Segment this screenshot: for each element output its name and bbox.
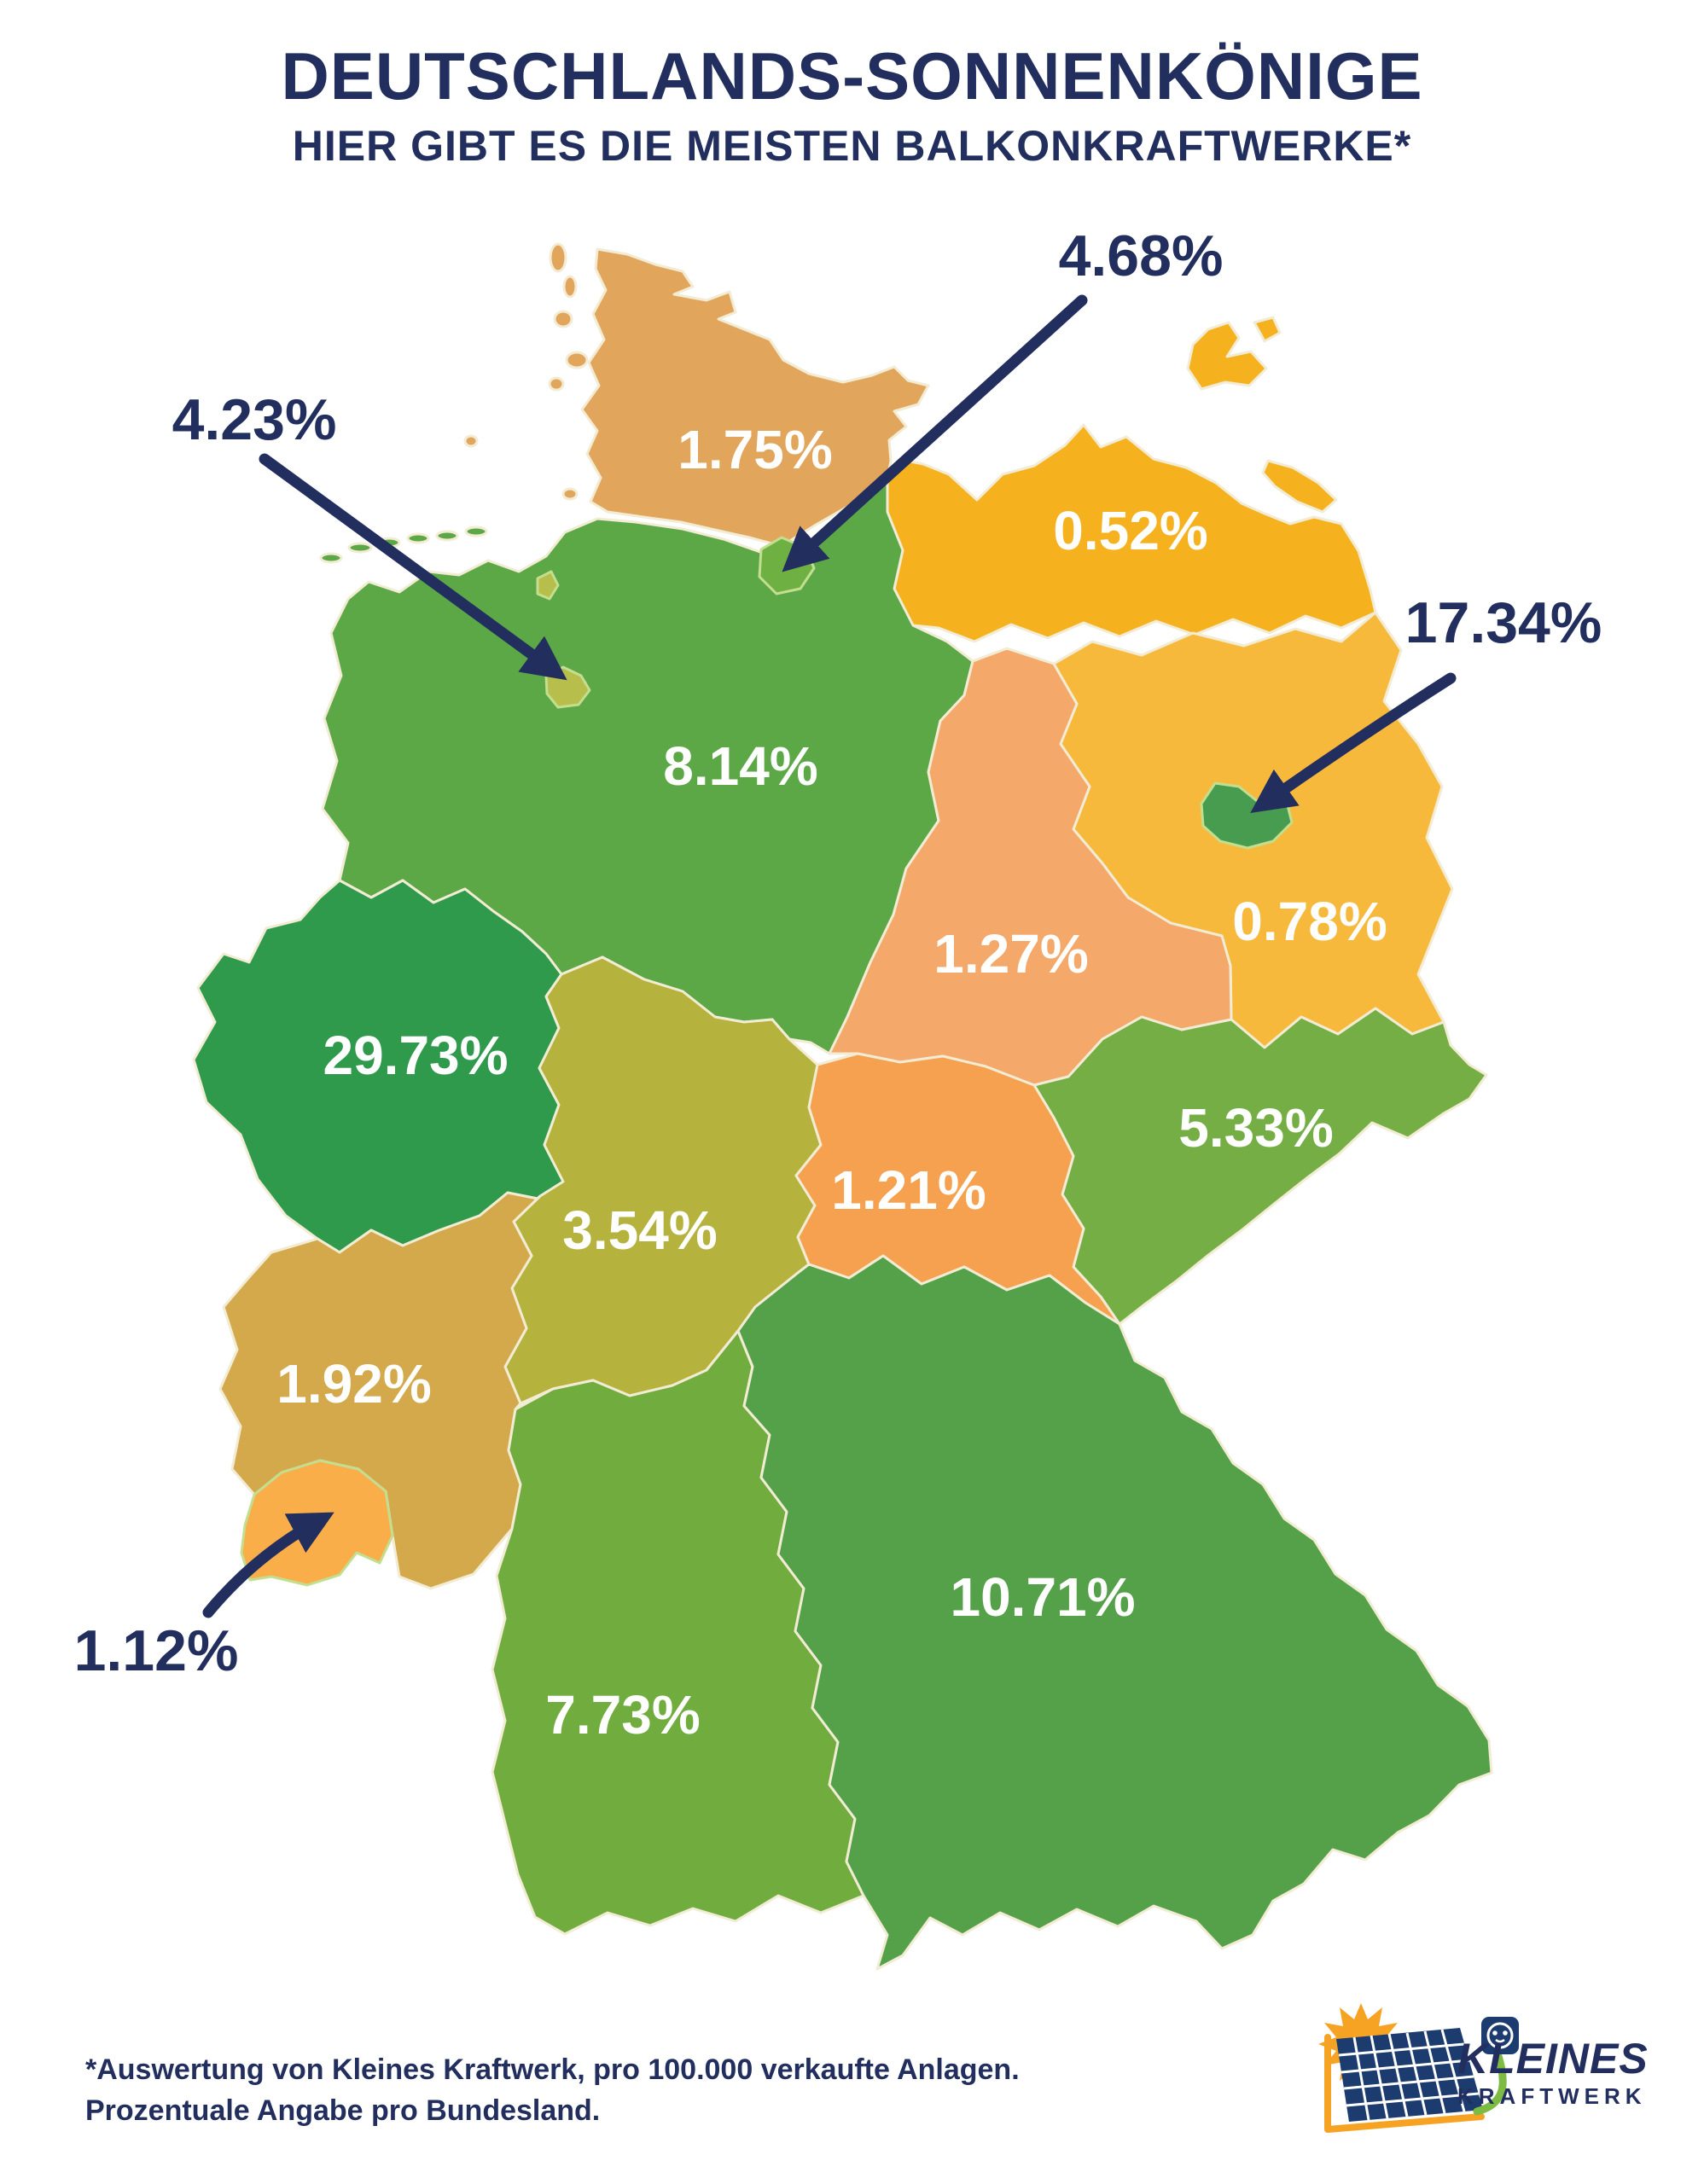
region-mecklenburg-vorpommern: [886, 423, 1377, 643]
footnote-line2: Prozentuale Angabe pro Bundesland.: [85, 2094, 601, 2128]
page-subtitle: HIER GIBT ES DIE MEISTEN BALKONKRAFTWERK…: [292, 122, 1412, 170]
value-label-brandenburg: 0.78%: [1232, 891, 1387, 952]
footnote-line1: *Auswertung von Kleines Kraftwerk, pro 1…: [85, 2053, 1020, 2086]
arrow-to-bremen: [259, 453, 567, 681]
panel-frame: [1324, 2034, 1485, 2133]
value-label-baden-wuerttemberg: 7.73%: [545, 1684, 701, 1745]
value-label-bayern: 10.71%: [950, 1566, 1136, 1628]
value-label-thueringen: 1.21%: [831, 1159, 986, 1221]
value-label-hessen: 3.54%: [562, 1199, 718, 1261]
socket-icon: [1481, 2017, 1519, 2054]
value-label-sachsen: 5.33%: [1178, 1097, 1334, 1159]
callout-label-hamburg: 4.68%: [1058, 224, 1224, 288]
value-label-nordrhein-westfalen: 29.73%: [323, 1025, 509, 1086]
value-label-mecklenburg-vorpommern: 0.52%: [1053, 500, 1208, 561]
callout-label-saarland: 1.12%: [73, 1618, 239, 1683]
logo-word-top: KLEINES: [1457, 2035, 1649, 2082]
region-sachsen: [1032, 1007, 1488, 1326]
callout-label-bremen: 4.23%: [172, 387, 337, 452]
value-label-niedersachsen: 8.14%: [663, 735, 818, 797]
page-title: DEUTSCHLANDS-SONNENKÖNIGE: [281, 38, 1423, 113]
arrow-to-berlin: [1250, 672, 1457, 813]
callout-label-berlin: 17.34%: [1404, 590, 1602, 655]
mecklenburg-islands: [1186, 316, 1338, 514]
footnote: *Auswertung von Kleines Kraftwerk, pro 1…: [85, 2049, 1020, 2132]
arrow-to-saarland: [202, 1512, 334, 1618]
logo-word-bottom: KRAFTWERK: [1457, 2083, 1647, 2109]
schleswig-holstein-islands: [463, 242, 589, 501]
logo-icon: [1318, 2003, 1519, 2133]
region-bayern: [736, 1254, 1493, 1971]
cable-icon: [1473, 2052, 1507, 2116]
value-label-schleswig-holstein: 1.75%: [678, 419, 833, 480]
value-label-rheinland-pfalz: 1.92%: [276, 1353, 432, 1414]
region-schleswig-holstein: [580, 247, 930, 548]
brand-logo: KLEINES KRAFTWERK: [1280, 2003, 1672, 2148]
value-label-sachsen-anhalt: 1.27%: [933, 923, 1089, 985]
region-berlin: [1200, 781, 1294, 850]
arrow-to-hamburg: [782, 294, 1088, 572]
